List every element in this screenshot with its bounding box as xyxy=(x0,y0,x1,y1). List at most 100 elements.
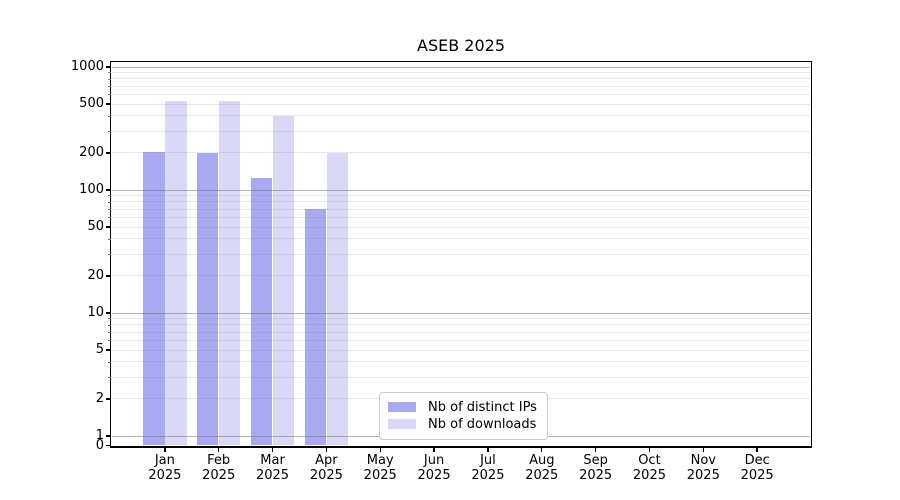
gridline-minor xyxy=(112,349,810,351)
gridline-major xyxy=(112,312,810,314)
bar-nb-of-distinct-ips-1 xyxy=(196,152,219,446)
y-tick-label-0: 0 xyxy=(95,437,104,453)
y-minortick xyxy=(108,115,111,117)
bar-nb-of-downloads-1 xyxy=(218,101,241,446)
legend-label: Nb of downloads xyxy=(428,416,537,432)
gridline-minor xyxy=(112,195,810,197)
gridline-minor xyxy=(112,78,810,80)
gridline-minor xyxy=(112,216,810,218)
x-tick-7 xyxy=(541,447,543,452)
y-tick-5 xyxy=(105,349,111,351)
x-tick-6 xyxy=(487,447,489,452)
y-tick-0 xyxy=(105,444,111,447)
y-tick-1 xyxy=(105,435,111,437)
y-tick-500 xyxy=(105,103,111,105)
gridline-minor xyxy=(112,376,810,378)
gridline-major xyxy=(112,66,810,68)
x-tick-3 xyxy=(325,447,328,452)
y-tick-label-100: 100 xyxy=(79,182,104,197)
y-tick-label-1000: 1000 xyxy=(70,59,104,74)
y-minortick xyxy=(108,85,111,87)
x-tick-2 xyxy=(271,447,274,452)
chart-title: ASEB 2025 xyxy=(417,36,505,55)
x-tick-label-10: Nov 2025 xyxy=(686,452,720,484)
gridline-minor xyxy=(112,103,810,105)
bar-nb-of-distinct-ips-3 xyxy=(304,209,327,446)
legend: Nb of distinct IPs Nb of downloads xyxy=(379,392,548,440)
gridline-minor xyxy=(112,253,810,255)
y-minortick xyxy=(108,376,111,378)
x-tick-label-0: Jan 2025 xyxy=(148,452,182,484)
x-tick-label-1: Feb 2025 xyxy=(202,452,236,484)
gridline-minor xyxy=(112,339,810,341)
x-tick-label-11: Dec 2025 xyxy=(740,452,774,484)
gridline-minor xyxy=(112,152,810,154)
bar-nb-of-downloads-3 xyxy=(326,152,349,446)
x-tick-0 xyxy=(164,447,166,452)
x-tick-label-5: Jun 2025 xyxy=(417,452,451,484)
gridline-minor xyxy=(112,238,810,240)
x-tick-5 xyxy=(433,447,435,452)
x-tick-10 xyxy=(702,447,704,452)
y-tick-label-5: 5 xyxy=(95,342,104,358)
y-tick-10 xyxy=(105,312,111,314)
legend-entry: Nb of downloads xyxy=(388,416,537,432)
y-tick-label-1: 1 xyxy=(95,428,104,443)
x-tick-8 xyxy=(594,447,597,452)
x-tick-label-9: Oct 2025 xyxy=(632,452,666,484)
y-tick-100 xyxy=(105,189,111,191)
gridline-major xyxy=(112,189,810,191)
gridline-minor xyxy=(112,72,810,74)
x-tick-4 xyxy=(379,447,381,452)
gridline-minor xyxy=(112,85,810,87)
gridline-minor xyxy=(112,201,810,203)
gridline-minor xyxy=(112,275,810,277)
y-tick-label-500: 500 xyxy=(79,96,104,112)
gridline-minor xyxy=(112,226,810,228)
y-minortick xyxy=(108,201,111,203)
y-tick-2 xyxy=(105,398,111,400)
y-minortick xyxy=(108,361,111,363)
bar-nb-of-distinct-ips-0 xyxy=(143,151,165,446)
gridline-minor xyxy=(112,93,810,95)
bar-nb-of-downloads-2 xyxy=(272,115,295,446)
gridline-minor xyxy=(112,318,810,320)
x-tick-label-2: Mar 2025 xyxy=(255,452,290,484)
x-tick-9 xyxy=(648,447,651,452)
y-minortick xyxy=(108,93,111,95)
x-tick-1 xyxy=(217,447,220,452)
x-tick-label-4: May 2025 xyxy=(363,452,397,484)
gridline-minor xyxy=(112,130,810,132)
legend-swatch-nb-of-distinct-ips xyxy=(388,402,416,412)
gridline-minor xyxy=(112,324,810,326)
y-minortick xyxy=(108,130,111,132)
y-tick-20 xyxy=(105,275,111,277)
legend-label: Nb of distinct IPs xyxy=(428,399,537,415)
y-minortick xyxy=(108,324,111,326)
y-minortick xyxy=(108,253,111,255)
y-tick-50 xyxy=(105,226,111,228)
y-minortick xyxy=(108,339,111,341)
y-tick-label-200: 200 xyxy=(79,144,104,160)
x-tick-label-3: Apr 2025 xyxy=(309,452,343,484)
y-minortick xyxy=(108,78,111,80)
x-tick-11 xyxy=(756,447,758,452)
y-minortick xyxy=(108,72,111,74)
x-tick-label-8: Sep 2025 xyxy=(579,452,613,484)
x-tick-label-6: Jul 2025 xyxy=(471,452,505,484)
y-tick-label-2: 2 xyxy=(95,390,104,406)
y-minortick xyxy=(108,331,111,333)
legend-entry: Nb of distinct IPs xyxy=(388,399,537,415)
bar-nb-of-downloads-0 xyxy=(165,101,187,446)
y-minortick xyxy=(108,208,111,210)
gridline-minor xyxy=(112,208,810,210)
y-tick-1000 xyxy=(105,66,111,68)
y-tick-label-10: 10 xyxy=(87,305,104,320)
y-tick-200 xyxy=(105,152,111,154)
y-tick-label-50: 50 xyxy=(87,219,104,235)
gridline-minor xyxy=(112,361,810,363)
gridline-minor xyxy=(112,331,810,333)
legend-swatch-nb-of-downloads xyxy=(388,419,416,429)
y-minortick xyxy=(108,318,111,320)
